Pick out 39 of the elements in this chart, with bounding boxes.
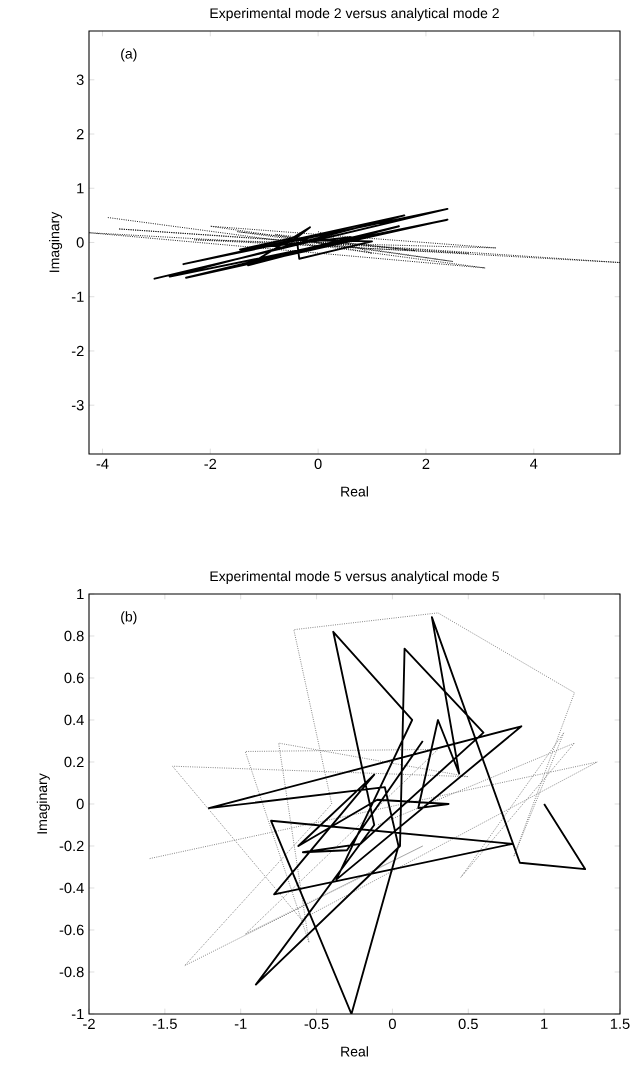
x-tick-label: -2 bbox=[204, 458, 217, 469]
y-tick-label: 2 bbox=[76, 128, 84, 140]
y-axis-title: Imaginary bbox=[49, 211, 63, 272]
y-tick-label: -1 bbox=[71, 291, 84, 302]
y-tick-label: -0.8 bbox=[59, 966, 84, 978]
y-tick-label: -2 bbox=[71, 345, 84, 357]
y-tick-label: 0.8 bbox=[64, 630, 84, 642]
x-axis-title: Real bbox=[341, 486, 368, 497]
x-tick-label: -0.5 bbox=[304, 1018, 329, 1030]
y-tick-label: -1 bbox=[71, 1008, 84, 1020]
y-tick-label: 0 bbox=[76, 237, 84, 248]
y-tick-label: -0.2 bbox=[59, 840, 84, 852]
y-tick-label: 1 bbox=[77, 588, 84, 600]
y-tick-label: -3 bbox=[71, 400, 84, 411]
x-tick-label: 0.5 bbox=[458, 1018, 478, 1030]
y-tick-label: 0.2 bbox=[64, 756, 84, 768]
y-tick-label: 0 bbox=[76, 798, 84, 810]
y-axis-title: Imaginary bbox=[36, 773, 50, 834]
y-tick-label: 1 bbox=[77, 183, 84, 194]
x-axis-title: Real bbox=[341, 1046, 368, 1057]
chart-title: Experimental mode 2 versus analytical mode 2 bbox=[210, 7, 499, 21]
annotation: (b) bbox=[121, 611, 137, 625]
chart-title: Experimental mode 5 versus analytical mode 5 bbox=[210, 570, 499, 584]
x-tick-label: -1 bbox=[234, 1018, 247, 1029]
line-series bbox=[149, 612, 598, 967]
x-tick-label: 1.5 bbox=[610, 1018, 630, 1029]
x-tick-label: 2 bbox=[422, 458, 430, 469]
y-tick-label: 0.4 bbox=[64, 714, 84, 726]
y-tick-label: 3 bbox=[76, 74, 84, 85]
x-tick-label: 0 bbox=[388, 1018, 396, 1030]
y-tick-label: -0.4 bbox=[59, 882, 84, 894]
x-tick-label: -4 bbox=[96, 458, 109, 469]
y-tick-label: 0.6 bbox=[64, 672, 84, 684]
annotation: (a) bbox=[121, 48, 137, 62]
y-tick-label: -0.6 bbox=[59, 924, 84, 936]
x-tick-label: 1 bbox=[541, 1018, 548, 1029]
x-tick-label: 4 bbox=[530, 458, 538, 469]
x-tick-label: -1.5 bbox=[152, 1018, 177, 1029]
x-tick-label: 0 bbox=[314, 458, 322, 470]
